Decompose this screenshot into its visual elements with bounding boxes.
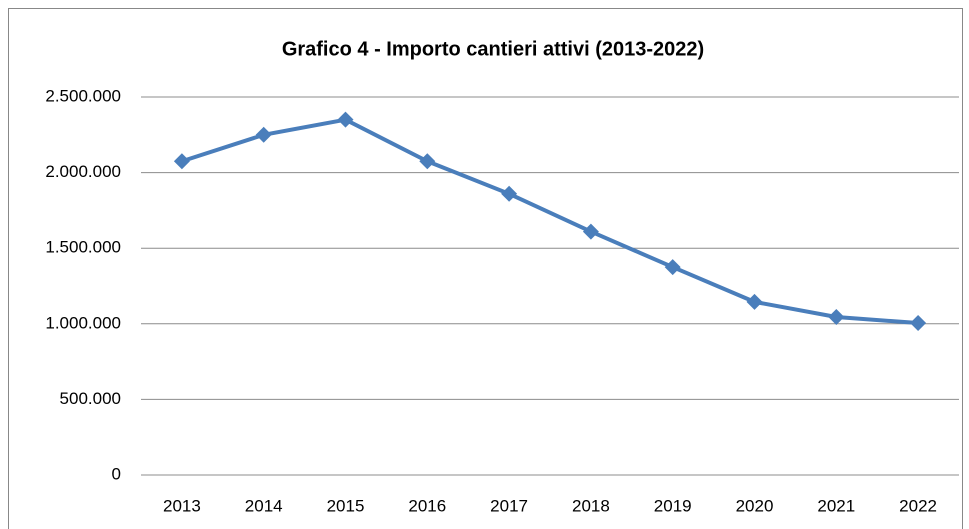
y-tick-label: 2.000.000 bbox=[45, 162, 121, 181]
x-tick-label: 2019 bbox=[654, 496, 692, 515]
x-tick-label: 2015 bbox=[327, 496, 365, 515]
y-tick-label: 1.500.000 bbox=[45, 238, 121, 257]
x-tick-label: 2021 bbox=[817, 496, 855, 515]
y-tick-label: 500.000 bbox=[60, 389, 121, 408]
x-tick-label: 2013 bbox=[163, 496, 201, 515]
data-point bbox=[828, 308, 845, 325]
y-tick-label: 2.500.000 bbox=[45, 86, 121, 105]
data-line bbox=[181, 117, 919, 326]
data-point bbox=[173, 153, 190, 170]
data-point bbox=[501, 185, 518, 202]
y-tick-label: 0 bbox=[112, 464, 121, 483]
chart-title: Grafico 4 - Importo cantieri attivi (201… bbox=[282, 38, 704, 60]
chart-frame bbox=[8, 8, 963, 529]
x-tick-label: 2014 bbox=[245, 496, 283, 515]
x-tick-label: 2020 bbox=[736, 496, 774, 515]
x-tick-label: 2022 bbox=[899, 496, 937, 515]
data-point bbox=[746, 293, 763, 310]
x-tick-label: 2018 bbox=[572, 496, 610, 515]
data-point bbox=[664, 259, 681, 276]
y-tick-label: 1.000.000 bbox=[45, 313, 121, 332]
data-point bbox=[255, 126, 272, 143]
x-tick-label: 2016 bbox=[408, 496, 446, 515]
data-point bbox=[419, 153, 436, 170]
data-point bbox=[337, 111, 354, 128]
data-point bbox=[582, 223, 599, 240]
data-point bbox=[910, 315, 927, 332]
x-tick-label: 2017 bbox=[490, 496, 528, 515]
